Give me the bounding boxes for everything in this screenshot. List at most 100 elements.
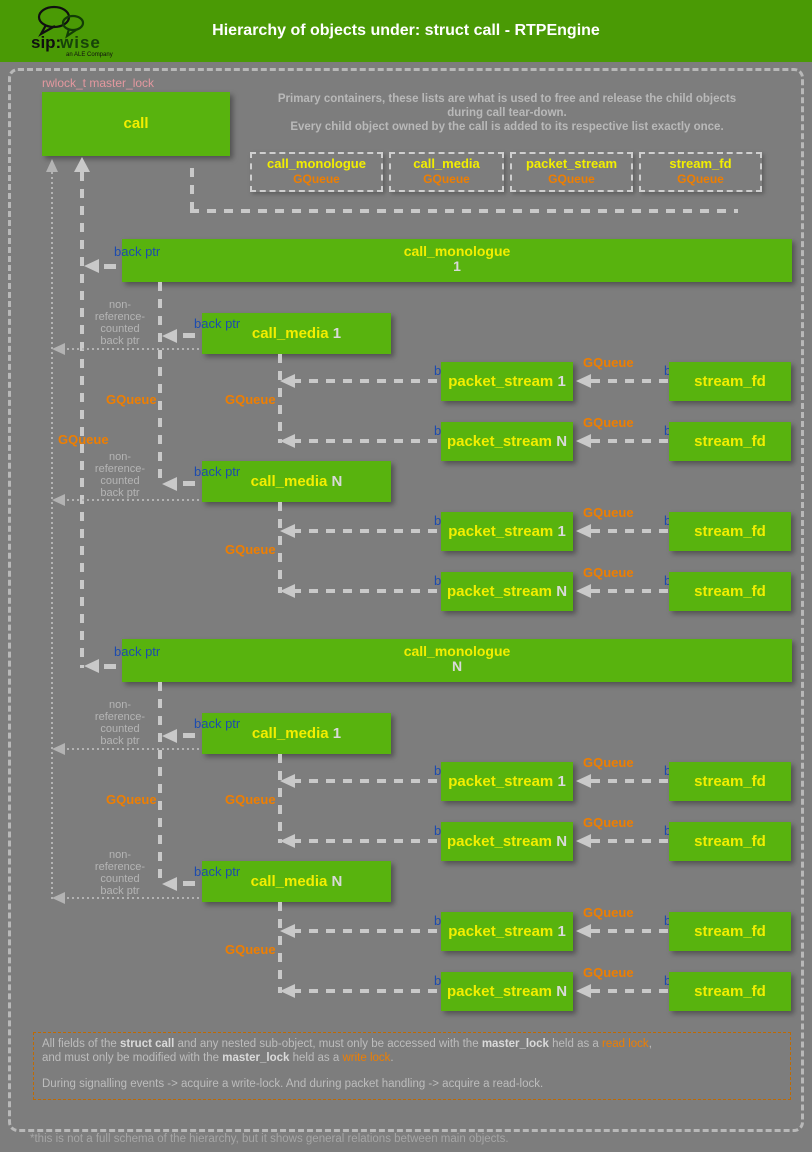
backptr-dashed-line [292, 529, 441, 533]
media-name: call_media [251, 725, 329, 742]
gqueue-label: GQueue [225, 542, 276, 557]
stream-fd-box: stream_fd [669, 822, 791, 861]
call-media-box: call_media 1 [202, 713, 391, 754]
backptr-dashed-line [292, 379, 441, 383]
gqueue-label: GQueue [583, 755, 634, 770]
media-gqueue-line [158, 682, 162, 882]
left-arrow-icon [162, 477, 177, 491]
container-bracket-hline [190, 209, 738, 213]
stream-fd-box: stream_fd [669, 512, 791, 551]
left-arrow-icon [280, 924, 295, 938]
left-arrow-icon [576, 374, 591, 388]
logo-tagline: an ALE Company [66, 52, 113, 58]
rwlock-label: rwlock_t master_lock [42, 76, 155, 90]
packet-stream-box: packet_stream N [441, 822, 573, 861]
backptr-dashed-line [292, 989, 441, 993]
packet-gqueue-line [278, 902, 282, 993]
packet-stream-box: packet_stream N [441, 572, 573, 611]
call-monologue-bar: call_monologue N [122, 639, 792, 682]
gqueue-dashed-line [591, 439, 669, 443]
gqueue-dashed-line [591, 589, 669, 593]
media-gqueue-line [158, 282, 162, 482]
container-queue-label: GQueue [548, 172, 595, 186]
non-ref-backptr-spine [51, 172, 53, 900]
gqueue-dashed-line [591, 379, 669, 383]
container-name: call_media [413, 156, 480, 171]
container-packet-stream: packet_stream GQueue [510, 152, 633, 192]
gqueue-dashed-line [591, 839, 669, 843]
media-name: call_media [251, 325, 329, 342]
container-call-monologue: call_monologue GQueue [250, 152, 383, 192]
gqueue-label: GQueue [225, 942, 276, 957]
packet-gqueue-line [278, 354, 282, 443]
non-ref-dotted-line [62, 499, 202, 501]
stream-fd-box: stream_fd [669, 362, 791, 401]
left-arrow-icon [280, 584, 295, 598]
container-queue-label: GQueue [293, 172, 340, 186]
media-index: N [331, 473, 343, 490]
container-name: call_monologue [267, 156, 366, 171]
dash-segment [183, 733, 195, 738]
stream-fd-box: stream_fd [669, 422, 791, 461]
backptr-dashed-line [292, 929, 441, 933]
left-arrow-icon [162, 877, 177, 891]
packet-stream-box: packet_stream 1 [441, 762, 573, 801]
left-arrow-icon [576, 524, 591, 538]
non-ref-dotted-line [62, 897, 202, 899]
gqueue-label: GQueue [583, 905, 634, 920]
left-arrow-icon [280, 984, 295, 998]
left-arrow-icon [576, 834, 591, 848]
logo-wise-text: wise [59, 33, 101, 52]
left-arrow-icon [280, 374, 295, 388]
page-title: Hierarchy of objects under: struct call … [212, 22, 600, 39]
left-arrow-icon [162, 329, 177, 343]
gqueue-label: GQueue [583, 505, 634, 520]
container-name: packet_stream [525, 156, 618, 171]
intro-text: Primary containers, these lists are what… [268, 92, 746, 134]
sipwise-logo: sip: wise an ALE Company [24, 5, 128, 64]
left-arrow-icon [280, 524, 295, 538]
container-name: stream_fd [669, 156, 732, 171]
dash-segment [183, 881, 195, 886]
diagram-frame [8, 68, 804, 1132]
intro-line-2: during call tear-down. [447, 107, 567, 119]
packet-stream-box: packet_stream 1 [441, 512, 573, 551]
packet-stream-box: packet_stream N [441, 422, 573, 461]
packet-stream-box: packet_stream N [441, 972, 573, 1011]
non-ref-backptr-note: non- reference- counted back ptr [94, 299, 146, 347]
left-arrow-icon [576, 584, 591, 598]
non-ref-dotted-line [62, 348, 202, 350]
note-line-2: and must only be modified with the maste… [42, 1051, 394, 1064]
left-arrow-icon [280, 834, 295, 848]
gqueue-label: GQueue [583, 815, 634, 830]
back-ptr-label: back ptr [194, 716, 241, 731]
packet-gqueue-line [278, 502, 282, 593]
monologue-name: call_monologue [403, 643, 511, 659]
gqueue-label: GQueue [58, 432, 109, 447]
locking-note: All fields of the struct call and any ne… [33, 1032, 791, 1100]
non-ref-backptr-note: non- reference- counted back ptr [94, 699, 146, 747]
left-arrow-icon [162, 729, 177, 743]
left-arrow-icon [280, 774, 295, 788]
up-arrow-icon [46, 159, 58, 172]
gqueue-label: GQueue [106, 392, 157, 407]
call-monologue-bar: call_monologue 1 [122, 239, 792, 282]
left-arrow-icon [52, 343, 65, 355]
back-ptr-label: back ptr [114, 644, 161, 659]
non-ref-backptr-note: non- reference- counted back ptr [94, 849, 146, 897]
container-queue-label: GQueue [423, 172, 470, 186]
stream-fd-box: stream_fd [669, 572, 791, 611]
media-name: call_media [250, 873, 328, 890]
gqueue-label: GQueue [106, 792, 157, 807]
up-arrow-icon [74, 157, 90, 172]
footnote: *this is not a full schema of the hierar… [30, 1133, 509, 1145]
gqueue-label: GQueue [225, 392, 276, 407]
media-index: 1 [332, 725, 342, 742]
gqueue-dashed-line [591, 989, 669, 993]
call-media-box: call_media N [202, 461, 391, 502]
gqueue-label: GQueue [583, 415, 634, 430]
call-box: call [42, 92, 230, 156]
logo-graphic: sip: wise an ALE Company [31, 5, 113, 58]
back-ptr-label: back ptr [114, 244, 161, 259]
left-arrow-icon [576, 774, 591, 788]
